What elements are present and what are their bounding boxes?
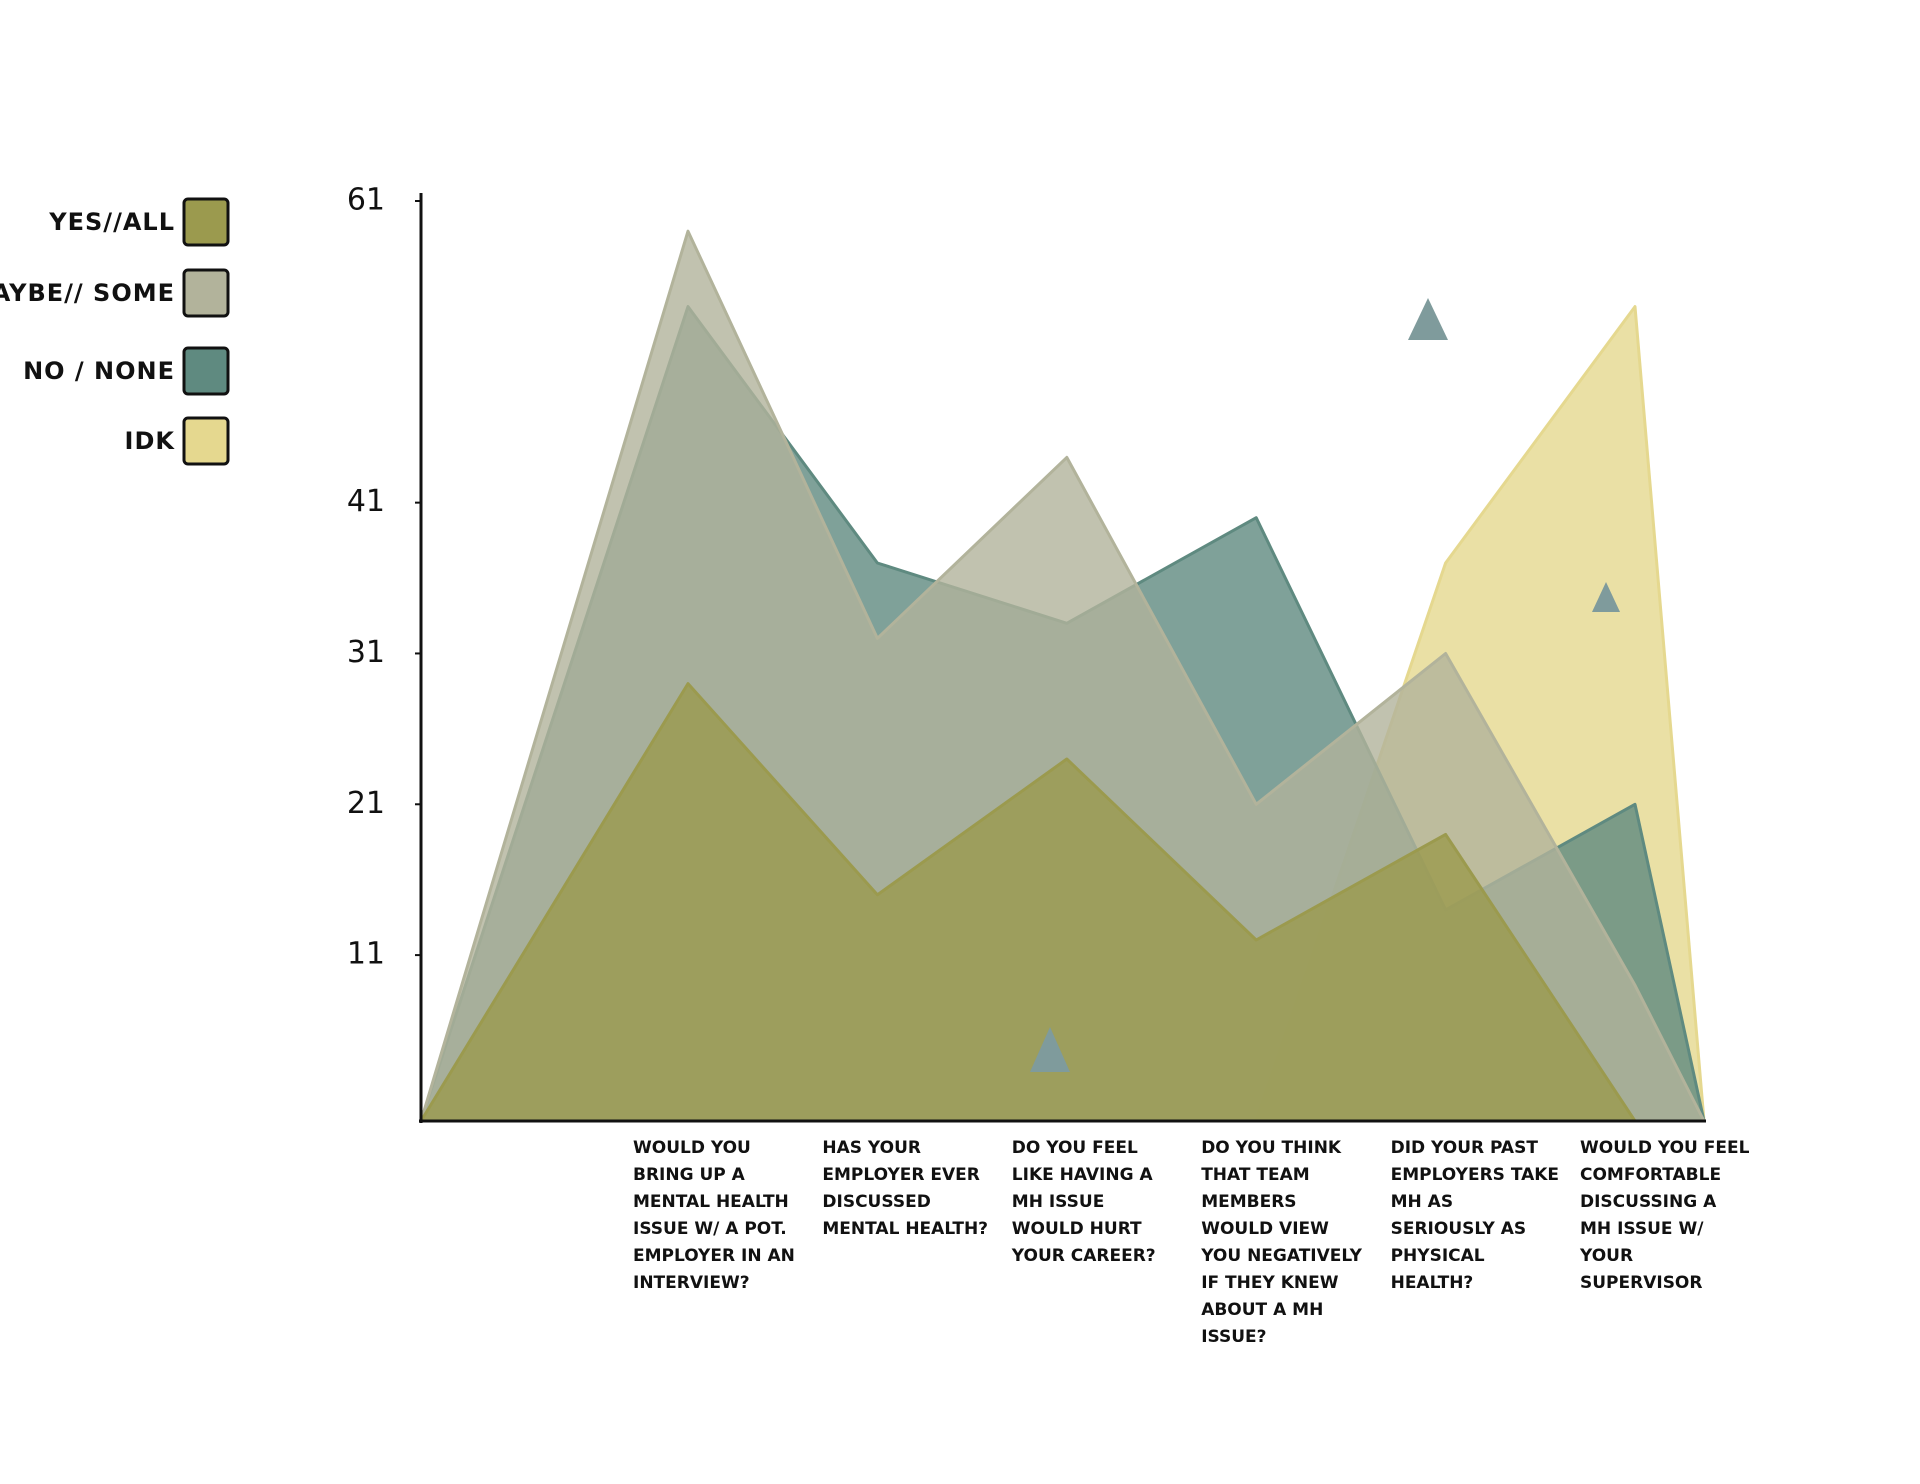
y-tick-label: 31 (347, 635, 385, 670)
legend-label: IDK (125, 427, 176, 455)
decor-triangle (1408, 298, 1448, 340)
x-tick-label: Would you feel comfortable discussing a … (1580, 1138, 1750, 1293)
decor-triangle (1592, 582, 1620, 612)
x-tick-label: Would you bring up a mental health issue… (633, 1138, 795, 1293)
y-tick-label: 11 (347, 937, 385, 972)
legend-label: YES//ALL (48, 208, 175, 236)
areas (419, 229, 1706, 1123)
legend-swatch (182, 268, 230, 318)
legend-swatch (182, 197, 230, 247)
legend-swatch (182, 346, 230, 396)
y-tick-label: 61 (347, 183, 385, 218)
x-tick-label: Did your past employers take MH as serio… (1390, 1138, 1560, 1293)
x-tick-label: Do you feel like having a MH issue would… (1011, 1138, 1156, 1266)
legend-label: MAYBE// SOME (0, 279, 175, 307)
x-tick-label: Do you think that team members would vie… (1201, 1138, 1362, 1347)
decor-triangle (1030, 1027, 1070, 1072)
legend-swatch (182, 416, 230, 466)
y-tick-label: 41 (347, 484, 385, 519)
y-tick-label: 21 (347, 786, 385, 821)
legend-label: NO / NONE (23, 357, 175, 385)
x-tick-label: Has your employer ever discussed mental … (822, 1138, 989, 1239)
